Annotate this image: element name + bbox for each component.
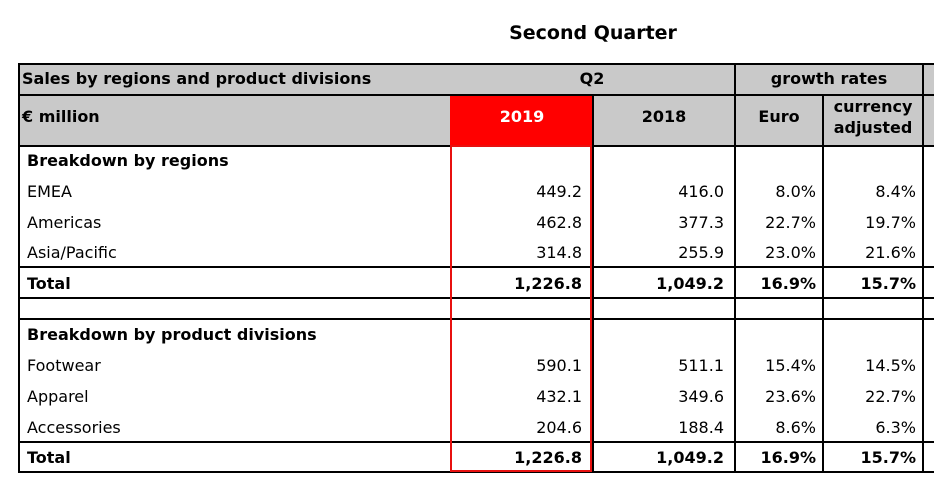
rule-col-euro — [734, 63, 736, 473]
rule-regions-total-bottom — [19, 297, 934, 299]
q2-label: Q2 — [579, 69, 605, 88]
rule-col-currency — [822, 94, 824, 473]
value-2019: 449.2 — [536, 182, 582, 201]
row-label: Americas — [27, 213, 102, 232]
total-2019: 1,226.8 — [514, 274, 582, 293]
rule-divisions-top — [19, 318, 934, 320]
row-label: Accessories — [27, 418, 121, 437]
value-2018: 416.0 — [678, 182, 724, 201]
growth-euro: 8.0% — [775, 182, 816, 201]
growth-euro: 8.6% — [775, 418, 816, 437]
growth-euro: 23.0% — [765, 243, 816, 262]
row-label: EMEA — [27, 182, 72, 201]
growth-rates-label: growth rates — [770, 69, 888, 88]
rule-right — [922, 63, 924, 473]
sales-label: Sales by regions and product divisions — [22, 69, 372, 88]
row-label: Apparel — [27, 387, 89, 406]
highlight-2019-column — [450, 145, 592, 472]
rule-top — [19, 63, 934, 65]
rule-divisions-total-top — [19, 441, 934, 443]
growth-currency: 21.6% — [865, 243, 916, 262]
rule-left — [18, 63, 20, 473]
value-2018: 511.1 — [678, 356, 724, 375]
total-2019: 1,226.8 — [514, 448, 582, 467]
currency-header-line1: currency — [833, 97, 913, 116]
row-label: Footwear — [27, 356, 101, 375]
total-growth-euro: 16.9% — [760, 274, 816, 293]
rule-col-2018 — [592, 94, 594, 473]
growth-euro: 15.4% — [765, 356, 816, 375]
year-2018-header: 2018 — [641, 107, 687, 126]
total-growth-currency: 15.7% — [860, 448, 916, 467]
year-2019-header: 2019 — [499, 107, 545, 126]
growth-euro: 23.6% — [765, 387, 816, 406]
total-growth-currency: 15.7% — [860, 274, 916, 293]
value-2018: 349.6 — [678, 387, 724, 406]
growth-currency: 19.7% — [865, 213, 916, 232]
value-2019: 314.8 — [536, 243, 582, 262]
growth-currency: 6.3% — [875, 418, 916, 437]
value-2019: 462.8 — [536, 213, 582, 232]
growth-currency: 14.5% — [865, 356, 916, 375]
value-2018: 377.3 — [678, 213, 724, 232]
value-2019: 432.1 — [536, 387, 582, 406]
regions-heading: Breakdown by regions — [27, 151, 229, 170]
value-2019: 204.6 — [536, 418, 582, 437]
value-2019: 590.1 — [536, 356, 582, 375]
euro-header: Euro — [758, 107, 800, 126]
total-growth-euro: 16.9% — [760, 448, 816, 467]
currency-header-line2: adjusted — [833, 118, 913, 137]
total-2018: 1,049.2 — [656, 274, 724, 293]
value-2018: 255.9 — [678, 243, 724, 262]
growth-currency: 22.7% — [865, 387, 916, 406]
rule-bottom — [19, 471, 934, 473]
growth-euro: 22.7% — [765, 213, 816, 232]
total-label: Total — [27, 274, 71, 293]
highlight-2019-cell — [450, 95, 592, 145]
row-label: Asia/Pacific — [27, 243, 117, 262]
divisions-heading: Breakdown by product divisions — [27, 325, 317, 344]
total-label: Total — [27, 448, 71, 467]
page-title: Second Quarter — [509, 22, 677, 44]
growth-currency: 8.4% — [875, 182, 916, 201]
unit-label: € million — [22, 107, 100, 126]
rule-regions-total-top — [19, 266, 934, 268]
rule-header-mid — [19, 94, 934, 96]
total-2018: 1,049.2 — [656, 448, 724, 467]
value-2018: 188.4 — [678, 418, 724, 437]
